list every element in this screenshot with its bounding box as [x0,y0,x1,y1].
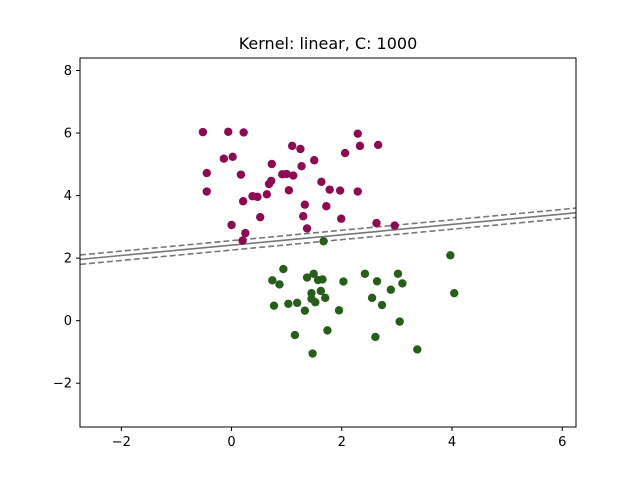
data-point [308,349,317,358]
data-point [198,127,208,137]
data-point [360,269,370,278]
data-point [299,212,308,221]
data-point [300,200,310,209]
data-point [371,332,380,342]
data-point [275,280,284,289]
data-point [340,148,350,158]
margin-line-2 [80,216,576,266]
data-point [337,214,346,223]
data-point [284,299,293,308]
data-point [377,300,387,310]
data-point [395,317,404,326]
data-point [239,128,248,137]
x-tick-label: 0 [227,435,235,450]
data-point [311,298,320,307]
data-point [322,202,331,211]
data-point [296,144,305,154]
data-point [241,228,250,238]
data-point [373,140,383,150]
data-point [316,286,326,296]
data-point [253,192,262,202]
y-tick-label: 8 [64,64,72,79]
data-point [256,212,265,222]
x-tick-label: 4 [448,435,456,450]
data-point [302,273,312,282]
data-point [202,168,211,178]
data-point [372,218,381,228]
decision-boundary-line [80,211,576,261]
data-point [297,161,306,171]
data-point [317,177,326,187]
y-tick-label: 4 [64,189,72,204]
data-point [284,186,294,195]
data-point [450,288,459,298]
x-tick-label: −2 [112,435,131,450]
data-point [238,236,247,245]
data-point [386,285,396,294]
data-point [334,306,344,315]
data-point [319,237,328,246]
data-point [268,276,277,285]
data-point [372,277,382,286]
data-point [339,277,348,286]
data-point [287,141,297,151]
data-point [292,298,302,308]
data-point [236,170,246,179]
data-point [227,220,236,230]
data-point [310,156,319,165]
data-point [353,129,362,138]
data-point [325,185,334,194]
decision-lines [80,207,576,266]
data-point [269,301,279,310]
data-point [413,345,422,354]
data-point [300,306,310,315]
scatter-series-0 [198,127,399,245]
data-point [355,141,365,151]
data-point [219,154,229,163]
data-point [398,279,407,288]
y-tick-label: 2 [64,252,72,267]
y-tick-label: −2 [53,377,72,392]
data-point [282,169,291,179]
plot-area [80,127,576,358]
x-tick-label: 6 [558,435,566,450]
data-point [309,269,318,278]
data-point [335,186,345,195]
chart-title: Kernel: linear, C: 1000 [239,34,418,53]
data-point [262,190,272,199]
axes-frame [79,57,577,428]
data-point [323,326,332,335]
data-point [321,293,330,303]
margin-line-0 [80,207,576,256]
data-point [390,221,399,230]
y-tick-label: 6 [64,127,72,142]
data-point [267,176,276,186]
data-point [202,187,211,196]
data-point [290,330,300,340]
data-point [267,159,276,169]
data-point [279,264,288,274]
axis-ticks: −2 0 2 4 6 −2 0 2 4 6 8 [53,64,567,450]
data-point [228,152,237,162]
data-point [224,127,233,136]
x-tick-label: 2 [338,435,346,450]
data-point [289,171,298,180]
data-point [318,275,327,284]
data-point [302,224,312,233]
data-point [446,251,455,260]
data-point [367,293,377,303]
data-point [238,197,248,206]
data-point [353,187,362,196]
scatter-series-1 [268,237,459,358]
y-tick-label: 0 [64,314,72,329]
data-point [393,269,403,278]
